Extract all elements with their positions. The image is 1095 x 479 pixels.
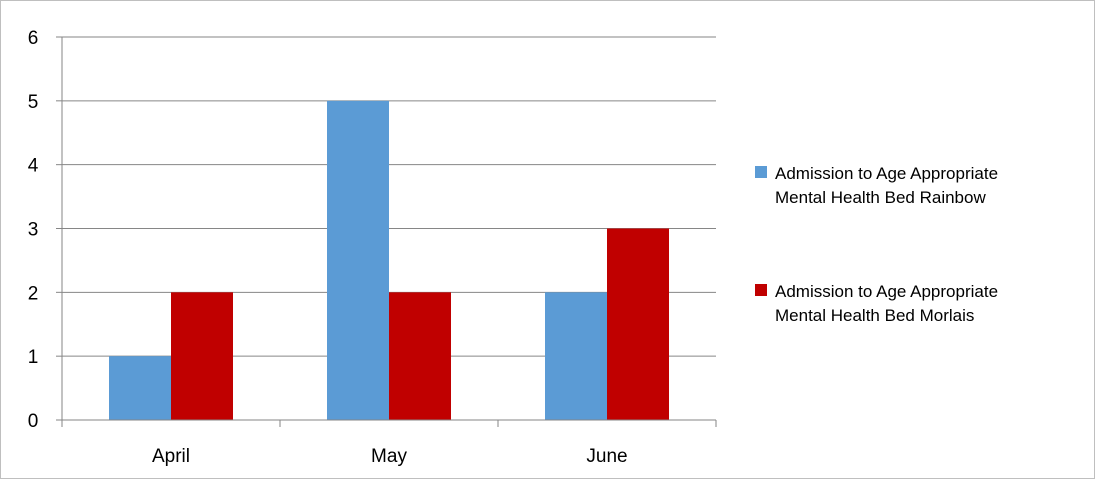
legend-label-1: Admission to Age Appropriate Mental Healt… (775, 164, 998, 207)
bars (109, 100, 669, 420)
legend-swatch-2 (755, 284, 767, 296)
legend-swatch-1 (755, 166, 767, 178)
x-tick-label: May (371, 446, 407, 467)
bar-june-series-2 (607, 228, 669, 420)
y-tick-label: 0 (28, 411, 39, 432)
bar-may-series-1 (327, 100, 389, 420)
y-tick-label: 3 (28, 220, 39, 241)
y-tick-label: 1 (28, 347, 39, 368)
bar-april-series-1 (109, 356, 171, 420)
y-tick-label: 5 (28, 92, 39, 113)
bar-may-series-2 (389, 292, 451, 420)
x-tick-label: April (152, 446, 190, 467)
legend-label-2: Admission to Age Appropriate Mental Healt… (775, 282, 998, 325)
y-tick-label: 4 (28, 156, 39, 177)
y-tick-label: 6 (28, 28, 39, 49)
y-axis-tick-labels: 0 1 2 3 4 5 6 (28, 28, 39, 432)
x-tick-label: June (586, 446, 627, 467)
axes (56, 36, 717, 427)
bar-april-series-2 (171, 292, 233, 420)
x-axis-tick-labels: April May June (152, 446, 628, 467)
bar-june-series-1 (545, 292, 607, 420)
y-tick-label: 2 (28, 283, 39, 304)
legend: Admission to Age Appropriate Mental Healt… (755, 164, 998, 325)
